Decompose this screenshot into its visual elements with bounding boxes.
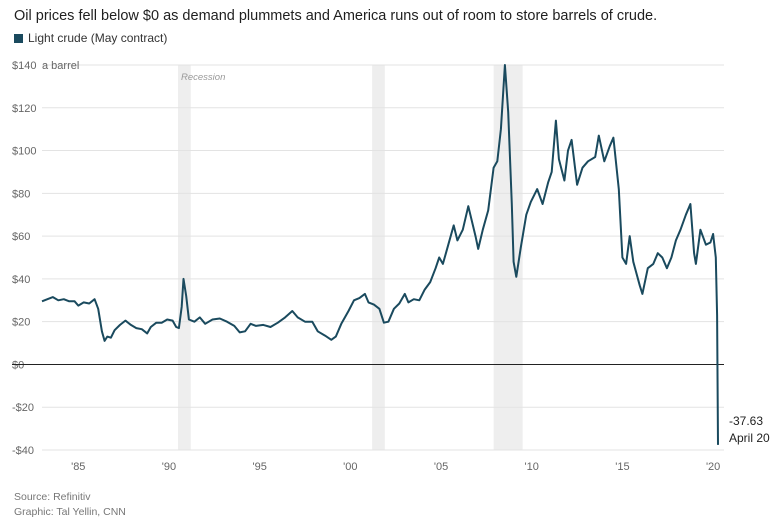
x-tick-label: '20 [706,461,720,473]
y-tick-label: $120 [12,103,36,115]
y-axis-labels: -$40 -$20 $0 $20 $40 $60 $80 $100 $120 $140 [12,60,36,457]
source-credit: Source: Refinitiv [14,491,91,503]
annotation-value: -37.63 [729,414,763,428]
legend-swatch [14,33,23,43]
x-tick-label: '85 [71,461,85,473]
y-unit-label: a barrel [42,60,79,72]
x-tick-label: '90 [162,461,176,473]
y-tick-label: -$20 [12,402,34,414]
legend: Light crude (May contract) [14,31,167,45]
y-tick-label: $0 [12,359,24,371]
y-tick-label: $100 [12,146,36,158]
annotation-date: April 20 [729,431,770,445]
y-tick-label: -$40 [12,445,34,457]
recession-band-2 [372,65,385,450]
y-tick-label: $40 [12,274,30,286]
chart-title: Oil prices fell below $0 as demand plumm… [14,8,658,24]
y-tick-label: $60 [12,231,30,243]
recession-label: Recession [181,72,225,83]
x-tick-label: '00 [343,461,357,473]
x-axis-labels: '85 '90 '95 '00 '05 '10 '15 '20 [71,461,720,473]
x-tick-label: '05 [434,461,448,473]
y-tick-label: $140 [12,60,36,72]
grid-lines [42,64,724,451]
legend-label: Light crude (May contract) [28,31,168,45]
y-tick-label: $80 [12,188,30,200]
y-tick-label: $20 [12,317,30,329]
graphic-credit: Graphic: Tal Yellin, CNN [14,506,126,518]
x-tick-label: '95 [252,461,266,473]
recession-bands [178,65,523,450]
x-tick-label: '15 [615,461,629,473]
recession-band-1 [178,65,191,450]
series-line-light-crude [41,64,719,445]
x-tick-label: '10 [525,461,539,473]
